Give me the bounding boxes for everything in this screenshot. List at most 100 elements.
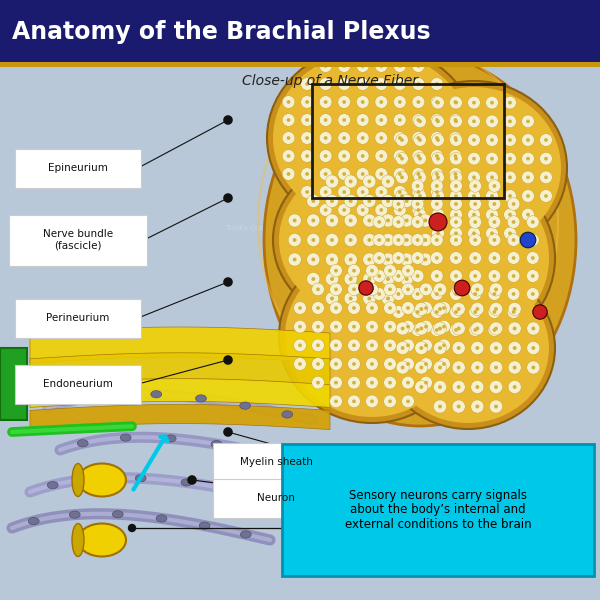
Circle shape bbox=[468, 152, 481, 165]
Circle shape bbox=[342, 82, 346, 86]
Circle shape bbox=[388, 287, 392, 291]
Circle shape bbox=[416, 256, 419, 260]
Circle shape bbox=[454, 119, 458, 123]
Circle shape bbox=[223, 115, 233, 125]
Circle shape bbox=[450, 152, 463, 165]
Circle shape bbox=[512, 274, 515, 278]
Circle shape bbox=[469, 288, 482, 301]
Circle shape bbox=[312, 320, 325, 333]
Circle shape bbox=[324, 118, 328, 122]
Circle shape bbox=[508, 157, 512, 161]
Circle shape bbox=[522, 171, 534, 184]
Circle shape bbox=[420, 376, 432, 389]
Circle shape bbox=[494, 365, 498, 370]
Circle shape bbox=[416, 118, 420, 122]
Circle shape bbox=[282, 95, 295, 108]
Circle shape bbox=[128, 524, 136, 532]
Circle shape bbox=[344, 194, 357, 208]
Circle shape bbox=[356, 203, 369, 216]
Circle shape bbox=[454, 238, 458, 242]
Circle shape bbox=[401, 365, 404, 370]
Circle shape bbox=[504, 227, 516, 239]
Circle shape bbox=[457, 365, 461, 370]
Circle shape bbox=[475, 326, 479, 331]
FancyBboxPatch shape bbox=[0, 62, 600, 67]
Circle shape bbox=[419, 346, 423, 350]
Circle shape bbox=[305, 172, 309, 176]
Circle shape bbox=[415, 380, 428, 394]
Circle shape bbox=[352, 343, 356, 347]
Circle shape bbox=[454, 280, 470, 296]
Circle shape bbox=[527, 234, 539, 247]
Circle shape bbox=[397, 292, 400, 296]
Circle shape bbox=[416, 220, 419, 224]
Circle shape bbox=[319, 131, 332, 144]
Circle shape bbox=[475, 385, 479, 389]
Ellipse shape bbox=[269, 495, 280, 502]
Circle shape bbox=[375, 167, 388, 180]
Circle shape bbox=[367, 238, 371, 242]
Circle shape bbox=[490, 361, 503, 374]
Circle shape bbox=[370, 400, 374, 403]
Circle shape bbox=[420, 320, 432, 333]
Circle shape bbox=[400, 233, 413, 247]
Circle shape bbox=[450, 180, 463, 193]
Circle shape bbox=[452, 380, 465, 394]
Circle shape bbox=[419, 326, 423, 331]
Circle shape bbox=[531, 274, 535, 278]
Ellipse shape bbox=[299, 458, 310, 466]
Circle shape bbox=[363, 214, 376, 227]
Circle shape bbox=[311, 277, 315, 281]
Circle shape bbox=[319, 149, 332, 162]
Circle shape bbox=[526, 194, 530, 198]
Circle shape bbox=[311, 257, 315, 262]
Circle shape bbox=[490, 232, 494, 235]
Circle shape bbox=[312, 358, 325, 370]
Circle shape bbox=[486, 97, 499, 109]
Circle shape bbox=[344, 214, 357, 227]
Circle shape bbox=[312, 283, 325, 296]
Circle shape bbox=[386, 257, 390, 262]
Circle shape bbox=[325, 292, 338, 305]
Circle shape bbox=[454, 154, 457, 158]
Circle shape bbox=[416, 292, 419, 296]
Circle shape bbox=[412, 198, 424, 211]
Circle shape bbox=[342, 154, 346, 158]
Ellipse shape bbox=[181, 479, 192, 486]
Circle shape bbox=[527, 322, 540, 335]
Circle shape bbox=[301, 149, 313, 162]
Ellipse shape bbox=[112, 511, 123, 518]
Circle shape bbox=[414, 152, 426, 165]
Circle shape bbox=[396, 322, 409, 335]
Circle shape bbox=[342, 64, 346, 68]
Circle shape bbox=[454, 175, 458, 179]
Circle shape bbox=[329, 339, 342, 352]
Circle shape bbox=[527, 341, 540, 355]
Circle shape bbox=[406, 325, 410, 329]
Circle shape bbox=[473, 292, 477, 296]
Circle shape bbox=[473, 328, 477, 332]
Circle shape bbox=[512, 310, 515, 314]
Text: Myelin sheath: Myelin sheath bbox=[239, 457, 313, 467]
Circle shape bbox=[414, 190, 426, 202]
Circle shape bbox=[540, 152, 552, 165]
Ellipse shape bbox=[120, 434, 131, 441]
Circle shape bbox=[334, 381, 338, 385]
Circle shape bbox=[384, 283, 396, 296]
Circle shape bbox=[282, 131, 295, 144]
Circle shape bbox=[472, 175, 476, 179]
Circle shape bbox=[330, 238, 334, 242]
Circle shape bbox=[435, 238, 439, 242]
Circle shape bbox=[405, 257, 409, 262]
Circle shape bbox=[450, 306, 463, 319]
Circle shape bbox=[334, 362, 338, 366]
Circle shape bbox=[405, 277, 409, 281]
Circle shape bbox=[412, 252, 424, 265]
Circle shape bbox=[420, 358, 432, 370]
Text: Neuron: Neuron bbox=[257, 493, 295, 503]
Circle shape bbox=[488, 198, 500, 211]
Circle shape bbox=[402, 339, 414, 352]
Circle shape bbox=[544, 175, 548, 179]
Circle shape bbox=[324, 154, 328, 158]
Circle shape bbox=[293, 257, 296, 262]
